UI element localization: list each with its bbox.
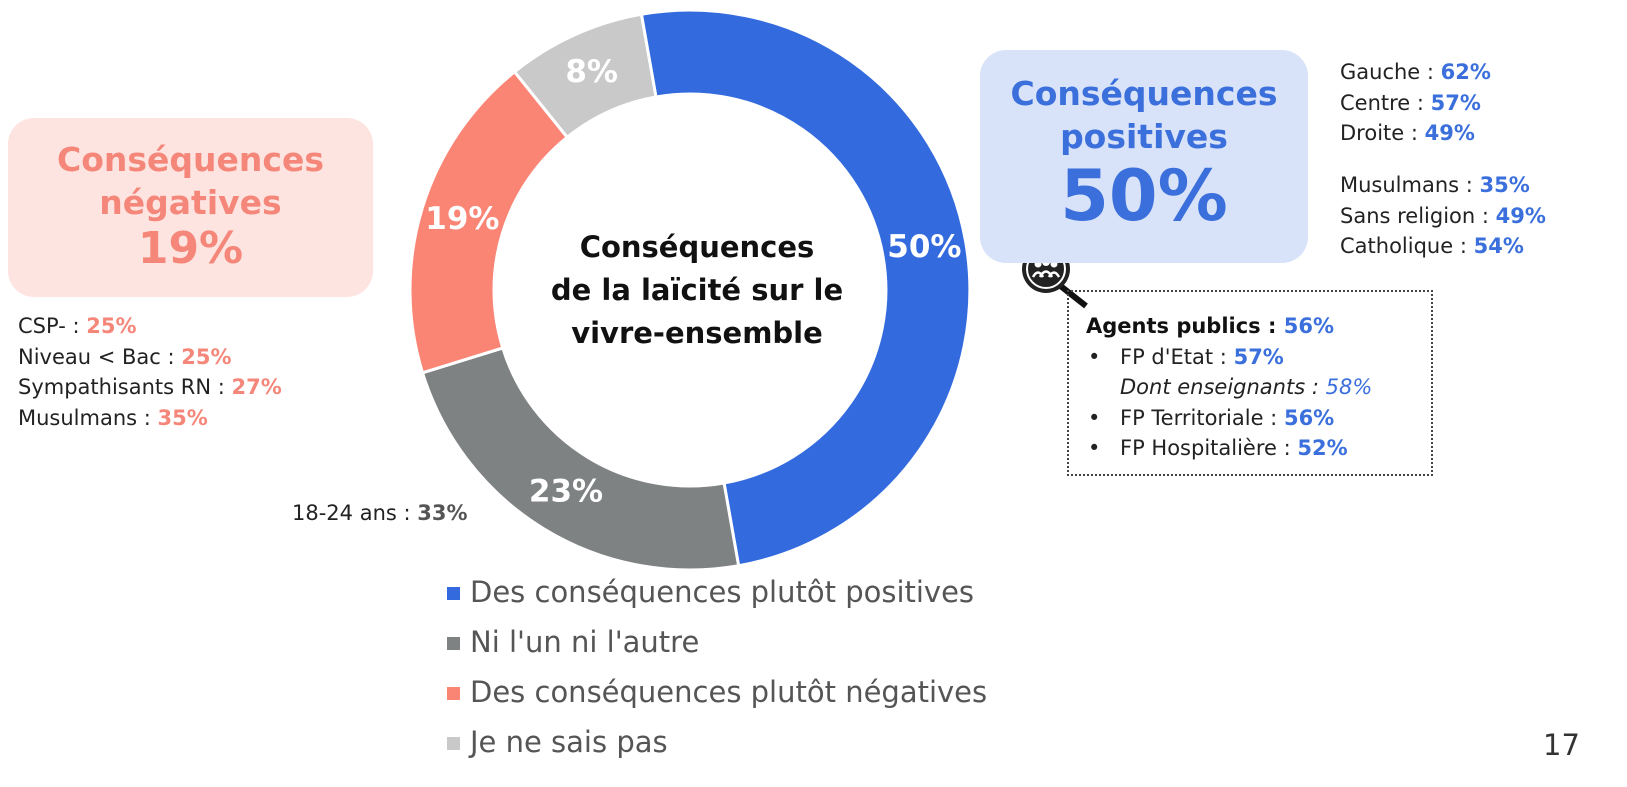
icon-bodies: [1031, 270, 1061, 278]
detail-row: Centre : 57%: [1340, 88, 1491, 119]
positive-box: Conséquences positives 50%: [980, 50, 1308, 263]
legend-swatch: [447, 587, 460, 600]
detail-label: 18-24 ans :: [292, 501, 411, 525]
agents-item: FP d'Etat : 57%: [1086, 342, 1372, 373]
detail-label: Sans religion :: [1340, 203, 1489, 228]
detail-row: Sympathisants RN : 27%: [18, 372, 282, 403]
agents-label: Agents publics :: [1086, 314, 1277, 338]
detail-row: CSP- : 25%: [18, 311, 282, 342]
legend-swatch: [447, 737, 460, 750]
detail-value: 57%: [1430, 90, 1481, 115]
detail-label: Catholique :: [1340, 234, 1467, 258]
positive-box-title: Conséquences positives: [1010, 74, 1278, 156]
agents-item-value: 52%: [1297, 436, 1348, 460]
detail-row: Musulmans : 35%: [1340, 170, 1546, 201]
detail-value: 25%: [181, 344, 232, 369]
detail-value: 49%: [1495, 203, 1546, 228]
legend-label: Je ne sais pas: [468, 725, 668, 759]
negative-box-value: 19%: [137, 223, 244, 274]
donut-segment: [639, 8, 972, 568]
legend-label: Des conséquences plutôt négatives: [470, 675, 987, 709]
detail-label: Musulmans :: [18, 405, 151, 430]
agents-item-value: 57%: [1233, 344, 1284, 369]
detail-value: 35%: [157, 405, 208, 430]
detail-row: Sans religion : 49%: [1340, 201, 1546, 232]
negative-box-title: Conséquences négatives: [57, 140, 324, 222]
detail-value: 35%: [1479, 173, 1530, 197]
detail-label: Musulmans :: [1340, 173, 1473, 197]
negative-box: Conséquences négatives 19%: [8, 118, 373, 297]
page-number: 17: [1543, 728, 1580, 762]
detail-label: CSP- :: [18, 314, 80, 338]
detail-value: 49%: [1424, 121, 1475, 145]
agents-item: FP Territoriale : 56%: [1086, 403, 1372, 434]
detail-label: Droite :: [1340, 121, 1418, 145]
agents-item-label: FP d'Etat :: [1120, 344, 1227, 369]
data-label: 19%: [425, 201, 499, 237]
agents-value: 56%: [1283, 314, 1334, 338]
positive-box-value: 50%: [1060, 155, 1228, 237]
legend-label: Ni l'un ni l'autre: [470, 625, 699, 659]
detail-row: Catholique : 54%: [1340, 231, 1546, 262]
agents-item: FP Hospitalière : 52%: [1086, 433, 1372, 464]
donut-segment: [512, 12, 658, 140]
agents-item-label: FP Territoriale :: [1120, 405, 1278, 430]
data-label: 8%: [565, 54, 618, 90]
positive-politics: Gauche : 62% Centre : 57% Droite : 49%: [1340, 57, 1491, 149]
positive-religion: Musulmans : 35% Sans religion : 49% Cathol…: [1340, 170, 1546, 262]
detail-row: Droite : 49%: [1340, 118, 1491, 149]
detail-row: Musulmans : 35%: [18, 403, 282, 434]
agents-subitem-value: 58%: [1325, 375, 1373, 399]
magnifier-handle: [1056, 281, 1088, 309]
detail-label: Sympathisants RN :: [18, 375, 225, 399]
agents-item-label: FP Hospitalière :: [1120, 436, 1291, 460]
detail-row: Gauche : 62%: [1340, 57, 1491, 88]
detail-row: Niveau < Bac : 25%: [18, 342, 282, 373]
agents-item-value: 56%: [1283, 405, 1335, 430]
agents-subitem-label: Dont enseignants :: [1120, 375, 1319, 399]
donut-segment: [420, 346, 741, 572]
data-label: 50%: [887, 229, 961, 265]
negative-details: CSP- : 25% Niveau < Bac : 25% Sympathisant…: [18, 311, 282, 433]
agents-frame: [1067, 290, 1433, 476]
legend-swatch: [447, 637, 460, 650]
data-label: 23%: [529, 474, 603, 510]
agents-details: Agents publics : 56% FP d'Etat : 57%Dont…: [1086, 311, 1372, 464]
age-detail: 18-24 ans : 33%: [292, 498, 468, 529]
detail-value: 62%: [1440, 60, 1491, 84]
chart-title: Conséquences de la laïcité sur le vivre-…: [550, 230, 844, 350]
detail-value: 54%: [1473, 234, 1524, 258]
agents-head: Agents publics : 56%: [1086, 311, 1372, 342]
detail-value: 25%: [86, 314, 137, 338]
detail-label: Gauche :: [1340, 60, 1434, 84]
detail-value: 27%: [231, 375, 282, 399]
detail-label: Centre :: [1340, 90, 1424, 115]
legend-label: Des conséquences plutôt positives: [470, 575, 974, 609]
legend-swatch: [447, 687, 460, 700]
agents-subitem: Dont enseignants : 58%: [1086, 372, 1372, 403]
detail-value: 33%: [417, 501, 468, 525]
detail-label: Niveau < Bac :: [18, 344, 175, 369]
